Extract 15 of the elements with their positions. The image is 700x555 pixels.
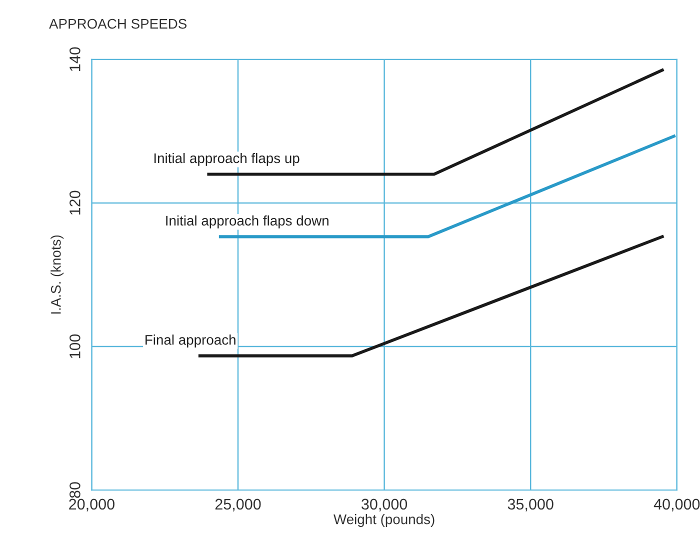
series-label: Initial approach flaps up [154, 152, 300, 166]
x-tick-label: 30,000 [362, 498, 408, 512]
y-tick-label: 100 [70, 334, 80, 358]
x-axis-title: Weight (pounds) [334, 514, 434, 527]
x-tick-label: 40,000 [654, 498, 700, 512]
y-tick-label: 80 [70, 482, 80, 498]
series-label: Final approach [146, 334, 236, 348]
y-axis-title: I.A.S. (knots) [50, 235, 64, 314]
y-tick-label: 120 [70, 190, 80, 215]
x-tick-label: 35,000 [508, 498, 554, 512]
series-label: Initial approach flaps down [166, 215, 328, 228]
x-tick-label: 25,000 [215, 498, 261, 512]
chart-title: APPROACH SPEEDS [49, 18, 187, 29]
y-tick-label: 140 [70, 47, 80, 71]
x-tick-label: 20,000 [69, 498, 114, 512]
